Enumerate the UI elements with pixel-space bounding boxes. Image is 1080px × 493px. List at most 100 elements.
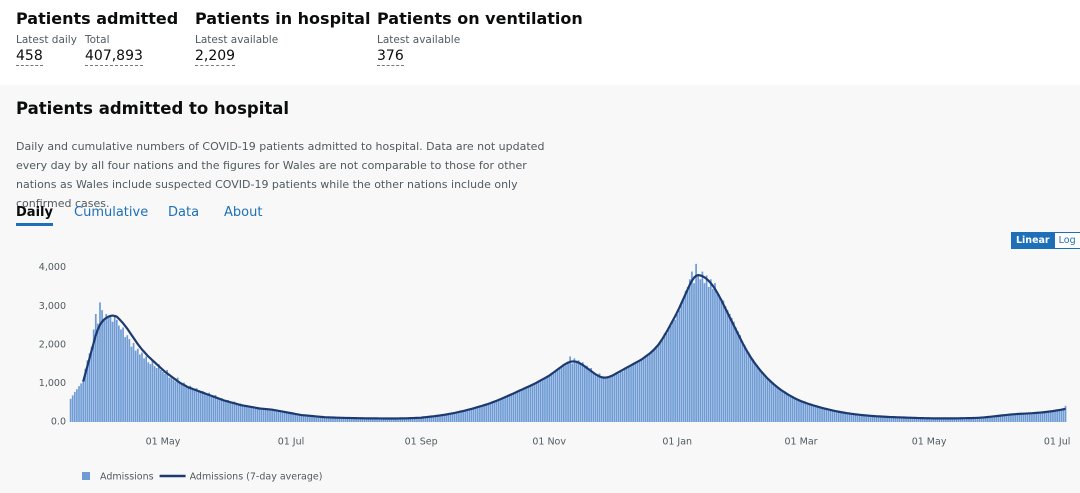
- bar: [252, 406, 255, 422]
- bar: [850, 413, 853, 422]
- metric-value: 458: [16, 48, 43, 66]
- bar: [760, 370, 763, 422]
- bar: [756, 364, 758, 422]
- headline-title: Patients in hospital: [195, 9, 371, 28]
- scale-option[interactable]: Linear: [1011, 232, 1055, 249]
- tab[interactable]: About: [224, 205, 263, 220]
- metric-label: Latest daily: [16, 34, 77, 46]
- bar: [649, 354, 651, 422]
- bar: [187, 388, 189, 422]
- bar: [550, 373, 553, 422]
- bar: [443, 414, 446, 422]
- bar: [330, 417, 332, 422]
- bar: [258, 407, 261, 422]
- bar: [644, 357, 647, 422]
- bar: [277, 410, 280, 422]
- bar: [90, 346, 93, 422]
- bar: [705, 275, 708, 422]
- bar: [718, 294, 721, 422]
- bar: [485, 404, 488, 422]
- bar: [323, 417, 326, 422]
- bar: [846, 413, 849, 422]
- bar: [533, 383, 536, 422]
- bar: [947, 418, 949, 422]
- scale-option[interactable]: Log: [1054, 232, 1080, 249]
- bar: [691, 271, 693, 422]
- bar: [829, 409, 832, 422]
- bar: [749, 356, 752, 422]
- bar: [554, 370, 557, 422]
- bar: [932, 418, 935, 422]
- bar: [101, 310, 103, 422]
- bar: [546, 376, 548, 422]
- bar: [300, 414, 303, 422]
- bar: [136, 348, 139, 422]
- bar: [611, 375, 613, 422]
- tab[interactable]: Daily: [16, 205, 53, 226]
- bar: [1033, 413, 1035, 422]
- bar: [139, 354, 141, 422]
- bar: [529, 385, 532, 422]
- bar: [120, 329, 122, 422]
- bar: [724, 306, 727, 422]
- bar: [1018, 413, 1021, 422]
- bar: [963, 418, 966, 422]
- bar: [770, 381, 773, 422]
- bar: [468, 409, 471, 422]
- bar: [600, 377, 603, 422]
- bar: [504, 396, 506, 422]
- tab[interactable]: Data: [168, 205, 200, 220]
- bar: [804, 402, 807, 422]
- bar: [888, 416, 891, 422]
- bar: [516, 391, 519, 422]
- bar: [218, 399, 221, 422]
- bar: [789, 395, 792, 422]
- bar: [94, 314, 97, 422]
- bar: [401, 418, 404, 422]
- x-tick-label: 01 Jan: [662, 437, 692, 448]
- bar: [332, 417, 334, 422]
- bar: [569, 356, 572, 422]
- tab[interactable]: Cumulative: [74, 205, 149, 220]
- metric-value: 2,209: [195, 48, 236, 66]
- bar: [930, 418, 933, 422]
- bar: [915, 417, 918, 422]
- bar: [810, 404, 813, 422]
- line: [82, 273, 1066, 420]
- bar: [111, 321, 114, 422]
- bar: [1052, 410, 1054, 422]
- bar: [208, 392, 210, 422]
- bar: [315, 416, 318, 422]
- bar: [430, 416, 433, 422]
- bar: [302, 415, 305, 422]
- bar: [313, 415, 315, 422]
- bar: [201, 391, 204, 422]
- bar: [552, 373, 555, 422]
- x-tick-label: 01 Jul: [1044, 437, 1071, 448]
- bar: [871, 415, 874, 422]
- bar: [682, 298, 685, 422]
- legend-swatch: [82, 472, 90, 480]
- bar: [995, 416, 998, 422]
- bar: [1012, 414, 1014, 422]
- bar: [1028, 413, 1031, 422]
- bar: [684, 290, 687, 422]
- bar: [1058, 410, 1061, 422]
- bar: [726, 310, 729, 422]
- bar: [235, 404, 238, 422]
- bar: [342, 417, 345, 422]
- bar: [441, 415, 443, 422]
- bar: [1064, 405, 1067, 422]
- bar: [917, 418, 920, 422]
- bar: [1001, 415, 1004, 422]
- bar: [928, 418, 930, 422]
- bar: [76, 389, 78, 422]
- bar: [762, 373, 765, 422]
- bar: [827, 409, 830, 422]
- bar: [460, 411, 462, 422]
- bar: [327, 417, 330, 422]
- bar: [1005, 414, 1008, 422]
- bar: [961, 418, 964, 422]
- bar: [164, 373, 166, 422]
- bar: [785, 393, 788, 422]
